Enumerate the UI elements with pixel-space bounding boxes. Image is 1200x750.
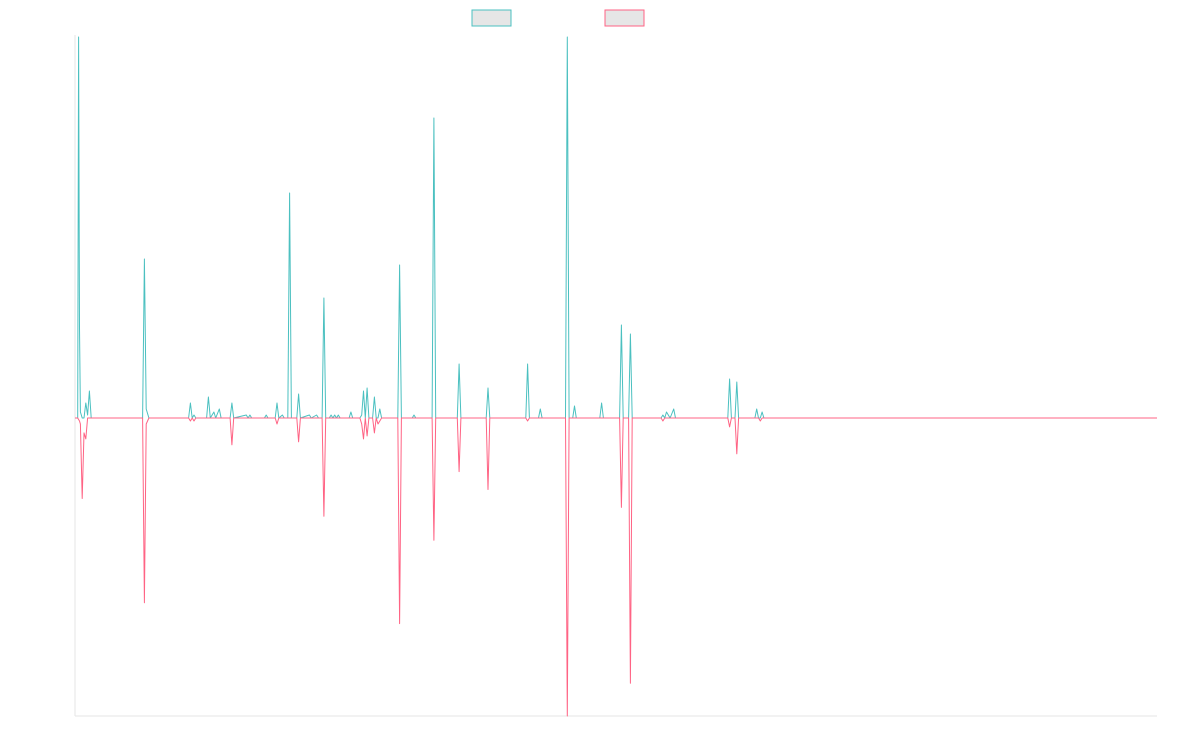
legend-swatch-2[interactable] bbox=[604, 9, 645, 27]
series-layer bbox=[75, 36, 1157, 717]
legend-swatch-1[interactable] bbox=[471, 9, 512, 27]
series-line-1 bbox=[75, 36, 1157, 419]
legend bbox=[471, 9, 645, 27]
chart-axes bbox=[74, 35, 1157, 717]
series-line-2 bbox=[75, 417, 1157, 717]
